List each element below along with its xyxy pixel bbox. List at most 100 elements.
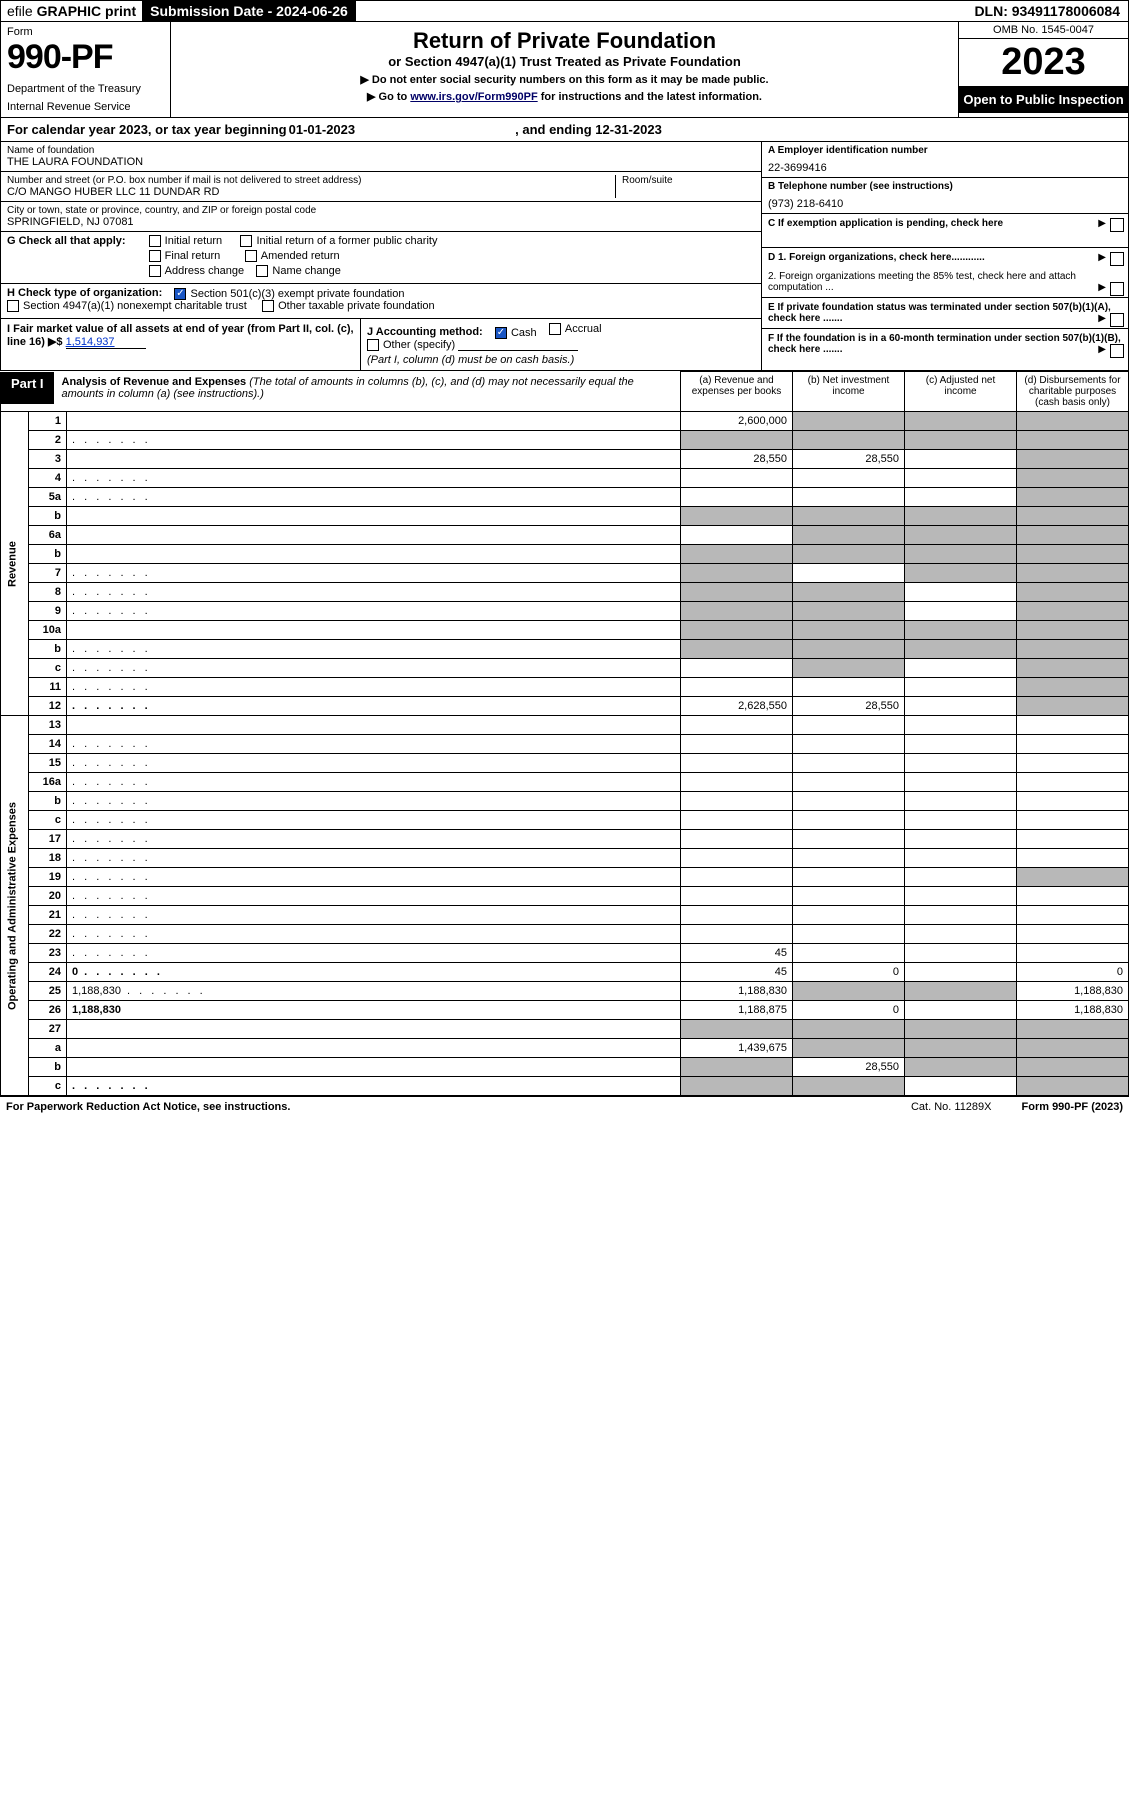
- amount-col-a: [681, 925, 793, 944]
- check-name-change[interactable]: Name change: [256, 265, 341, 277]
- amount-col-d: [1017, 944, 1129, 963]
- b-phone-value: (973) 218-6410: [768, 198, 1122, 210]
- amount-col-c: [905, 621, 1017, 640]
- amount-col-a: [681, 545, 793, 564]
- amount-col-a: 1,188,875: [681, 1001, 793, 1020]
- line-description: 1,188,830 . . . . . . .: [67, 982, 681, 1001]
- check-amended-return[interactable]: Amended return: [245, 250, 340, 262]
- amount-col-a: 45: [681, 944, 793, 963]
- line-number: 11: [29, 678, 67, 697]
- table-row: 11 . . . . . . .: [1, 678, 1129, 697]
- amount-col-a: [681, 849, 793, 868]
- amount-col-c: [905, 469, 1017, 488]
- amount-col-a: [681, 659, 793, 678]
- amount-col-a: [681, 868, 793, 887]
- line-description: . . . . . . .: [67, 944, 681, 963]
- amount-col-d: [1017, 868, 1129, 887]
- amount-col-d: [1017, 450, 1129, 469]
- amount-col-a: 45: [681, 963, 793, 982]
- check-501c3[interactable]: Section 501(c)(3) exempt private foundat…: [174, 288, 404, 300]
- table-row: c . . . . . . .: [1, 811, 1129, 830]
- check-initial-former[interactable]: Initial return of a former public charit…: [240, 235, 437, 247]
- check-final-return[interactable]: Final return: [149, 250, 221, 262]
- line-number: 6a: [29, 526, 67, 545]
- amount-col-d: [1017, 849, 1129, 868]
- check-d1[interactable]: [1110, 252, 1124, 266]
- amount-col-a: [681, 1020, 793, 1039]
- check-address-change[interactable]: Address change: [149, 265, 245, 277]
- amount-col-a: [681, 811, 793, 830]
- line-number: 5a: [29, 488, 67, 507]
- line-description: . . . . . . .: [67, 754, 681, 773]
- form-subtitle: or Section 4947(a)(1) Trust Treated as P…: [179, 54, 950, 69]
- arrow-icon: ▶: [1098, 252, 1106, 263]
- part1-table: Part I Analysis of Revenue and Expenses …: [0, 371, 1129, 1096]
- amount-col-c: [905, 602, 1017, 621]
- amount-col-c: [905, 1039, 1017, 1058]
- amount-col-d: [1017, 754, 1129, 773]
- i-label: I Fair market value of all assets at end…: [7, 323, 354, 348]
- amount-col-a: 28,550: [681, 450, 793, 469]
- line-description: . . . . . . .: [67, 735, 681, 754]
- line-description: 1,188,830: [67, 1001, 681, 1020]
- amount-col-d: [1017, 545, 1129, 564]
- table-row: Revenue12,600,000: [1, 412, 1129, 431]
- line-number: 2: [29, 431, 67, 450]
- amount-col-b: [793, 716, 905, 735]
- amount-col-d: [1017, 1020, 1129, 1039]
- amount-col-b: [793, 925, 905, 944]
- amount-col-c: [905, 412, 1017, 431]
- table-row: 18 . . . . . . .: [1, 849, 1129, 868]
- line-number: 27: [29, 1020, 67, 1039]
- line-number: c: [29, 811, 67, 830]
- check-initial-return[interactable]: Initial return: [149, 235, 222, 247]
- name-label: Name of foundation: [7, 145, 755, 156]
- table-row: 251,188,830 . . . . . . .1,188,8301,188,…: [1, 982, 1129, 1001]
- check-other-method[interactable]: Other (specify): [367, 339, 455, 351]
- amount-col-b: [793, 1039, 905, 1058]
- amount-col-b: [793, 792, 905, 811]
- line-number: 1: [29, 412, 67, 431]
- table-row: b: [1, 507, 1129, 526]
- amount-col-a: [681, 716, 793, 735]
- amount-col-c: [905, 1020, 1017, 1039]
- line-description: . . . . . . .: [67, 887, 681, 906]
- line-number: 4: [29, 469, 67, 488]
- check-cash[interactable]: Cash: [495, 327, 537, 339]
- amount-col-a: [681, 564, 793, 583]
- form-number: 990-PF: [7, 38, 164, 77]
- line-number: 20: [29, 887, 67, 906]
- check-c[interactable]: [1110, 218, 1124, 232]
- line-number: 7: [29, 564, 67, 583]
- a-ein-value: 22-3699416: [768, 162, 1122, 174]
- amount-col-a: 1,439,675: [681, 1039, 793, 1058]
- form-link[interactable]: www.irs.gov/Form990PF: [410, 91, 537, 103]
- amount-col-c: [905, 526, 1017, 545]
- check-d2[interactable]: [1110, 282, 1124, 296]
- check-accrual[interactable]: Accrual: [549, 323, 602, 335]
- amount-col-c: [905, 944, 1017, 963]
- table-row: b . . . . . . .: [1, 792, 1129, 811]
- amount-col-a: [681, 735, 793, 754]
- line-number: 18: [29, 849, 67, 868]
- amount-col-b: 28,550: [793, 450, 905, 469]
- line-description: . . . . . . .: [67, 659, 681, 678]
- check-f[interactable]: [1110, 344, 1124, 358]
- line-description: . . . . . . .: [67, 849, 681, 868]
- cal-pre: For calendar year 2023, or tax year begi…: [7, 122, 287, 137]
- check-other-taxable[interactable]: Other taxable private foundation: [262, 300, 435, 312]
- check-4947a1[interactable]: Section 4947(a)(1) nonexempt charitable …: [7, 300, 247, 312]
- table-row: Operating and Administrative Expenses13: [1, 716, 1129, 735]
- line-number: 17: [29, 830, 67, 849]
- check-e[interactable]: [1110, 313, 1124, 327]
- i-value[interactable]: 1,514,937: [66, 336, 146, 349]
- table-row: 5a . . . . . . .: [1, 488, 1129, 507]
- amount-col-c: [905, 735, 1017, 754]
- f-60month-label: F If the foundation is in a 60-month ter…: [768, 333, 1121, 355]
- amount-col-d: [1017, 773, 1129, 792]
- col-c-header: (c) Adjusted net income: [905, 372, 1017, 412]
- foundation-name: THE LAURA FOUNDATION: [7, 156, 755, 168]
- amount-col-d: [1017, 602, 1129, 621]
- d2-foreign-label: 2. Foreign organizations meeting the 85%…: [768, 271, 1076, 293]
- amount-col-b: [793, 982, 905, 1001]
